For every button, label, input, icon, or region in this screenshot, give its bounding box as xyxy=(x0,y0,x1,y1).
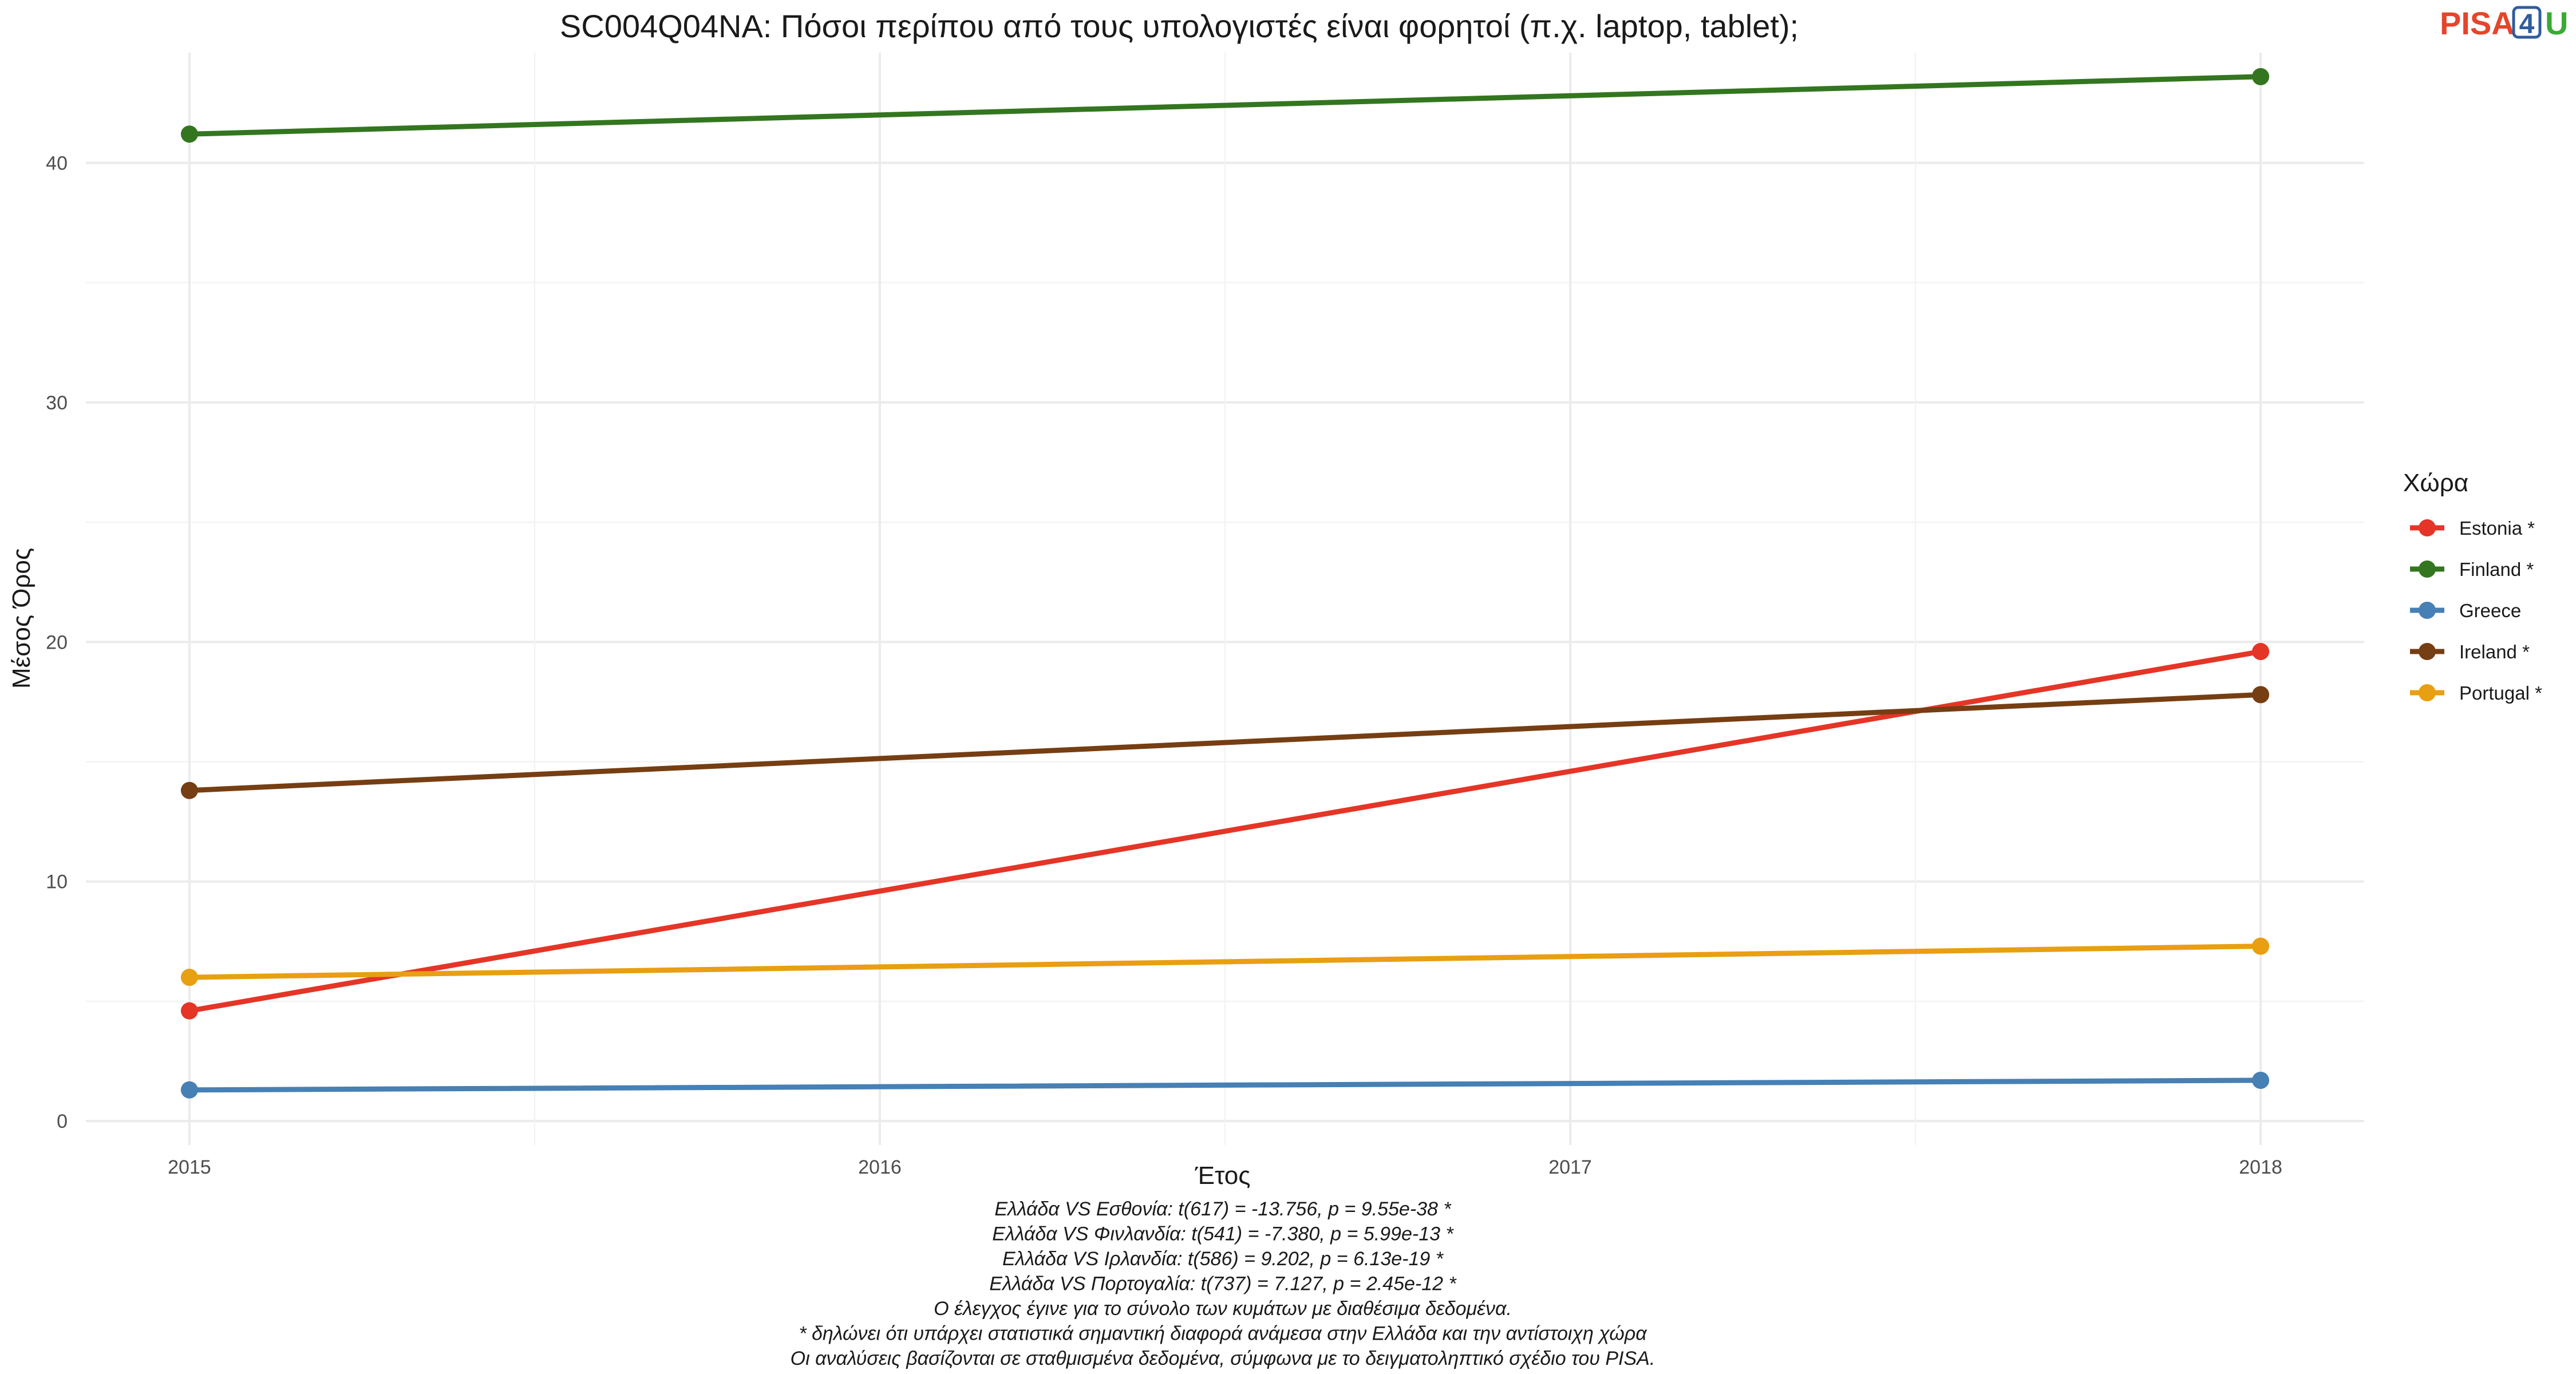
caption-line: Ελλάδα VS Φινλανδία: t(541) = -7.380, p … xyxy=(992,1223,1454,1245)
series xyxy=(180,68,2270,1099)
legend-key-point xyxy=(2419,560,2436,578)
legend: Χώρα Estonia * Finland * Greece Ireland * Po… xyxy=(2403,469,2542,704)
legend-key-point xyxy=(2419,684,2436,701)
logo-four-text: 4 xyxy=(2519,9,2535,40)
captions: Ελλάδα VS Εσθονία: t(617) = -13.756, p =… xyxy=(791,1198,1656,1369)
axis-ticks: 0 10 20 30 40 2015 2016 2017 2018 xyxy=(46,152,2282,1178)
data-point xyxy=(180,781,198,799)
x-tick-label: 2015 xyxy=(168,1156,211,1178)
legend-key-point xyxy=(2419,519,2436,536)
series-line xyxy=(187,74,2263,137)
y-tick-label: 30 xyxy=(46,392,68,414)
legend-label: Finland * xyxy=(2459,559,2534,580)
pisa4u-logo: PISA 4 U xyxy=(2440,5,2568,41)
grid xyxy=(86,53,2364,1145)
y-tick-label: 10 xyxy=(46,871,68,893)
logo-u-text: U xyxy=(2545,5,2568,41)
data-point xyxy=(2252,686,2270,704)
legend-label: Estonia * xyxy=(2459,518,2535,539)
caption-line: Ελλάδα VS Ιρλανδία: t(586) = 9.202, p = … xyxy=(1002,1248,1444,1270)
logo-four-box xyxy=(2512,6,2542,39)
legend-label: Ireland * xyxy=(2459,641,2530,662)
caption-line: Ελλάδα VS Πορτογαλία: t(737) = 7.127, p … xyxy=(989,1273,1457,1295)
y-tick-label: 40 xyxy=(46,152,68,174)
data-point xyxy=(180,1002,198,1020)
data-point xyxy=(2252,68,2270,85)
x-tick-label: 2018 xyxy=(2239,1156,2282,1178)
y-tick-label: 20 xyxy=(46,631,68,653)
data-point xyxy=(180,1081,198,1099)
logo-pisa-text: PISA xyxy=(2440,5,2515,41)
x-tick-label: 2016 xyxy=(858,1156,902,1178)
data-point xyxy=(2252,937,2270,955)
y-axis-title: Μέσος Όρος xyxy=(7,548,35,689)
legend-title: Χώρα xyxy=(2403,469,2468,497)
y-tick-label: 0 xyxy=(57,1111,68,1132)
series-line xyxy=(187,1077,2263,1093)
legend-items: Estonia * Finland * Greece Ireland * Portuga… xyxy=(2410,518,2542,704)
x-axis-title: Έτος xyxy=(1195,1162,1251,1190)
data-point xyxy=(180,125,198,143)
caption-line: * δηλώνει ότι υπάρχει στατιστικά σημαντι… xyxy=(799,1323,1647,1345)
caption-line: Ελλάδα VS Εσθονία: t(617) = -13.756, p =… xyxy=(994,1198,1452,1220)
legend-key-point xyxy=(2419,643,2436,660)
legend-key-point xyxy=(2419,602,2436,619)
legend-label: Portugal * xyxy=(2459,682,2542,704)
chart-title: SC004Q04NA: Πόσοι περίπου από τους υπολο… xyxy=(560,8,1799,44)
caption-line: Ο έλεγχος έγινε για το σύνολο των κυμάτω… xyxy=(934,1298,1512,1320)
x-tick-label: 2017 xyxy=(1548,1156,1592,1178)
data-point xyxy=(2252,1072,2270,1089)
caption-line: Οι αναλύσεις βασίζονται σε σταθμισμένα δ… xyxy=(791,1348,1656,1369)
series-line xyxy=(187,943,2263,980)
legend-label: Greece xyxy=(2459,600,2521,621)
data-point xyxy=(2252,643,2270,661)
data-point xyxy=(180,969,198,986)
series-line xyxy=(187,692,2263,793)
